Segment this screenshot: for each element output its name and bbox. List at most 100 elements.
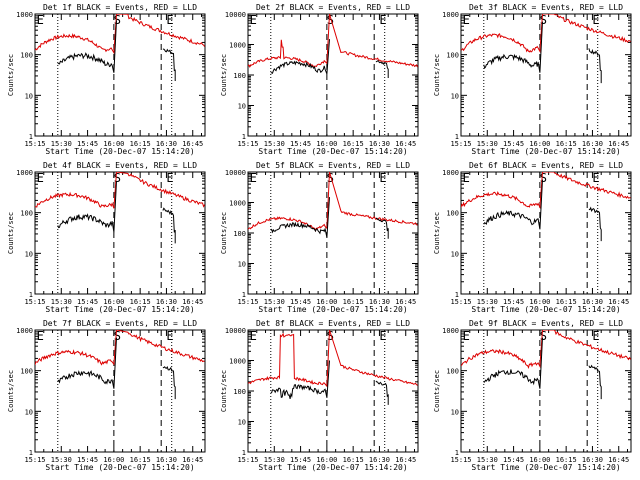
plot-frame [34, 171, 206, 295]
interval-mark-e: E [250, 171, 257, 185]
interval-mark-e: E [250, 329, 257, 343]
x-tick-label: 15:30 [477, 298, 498, 306]
x-tick-label: 15:15 [237, 298, 258, 306]
y-tick-label: 10 [25, 250, 33, 258]
y-tick-label: 10 [451, 408, 459, 416]
panel-title: Det 5f BLACK = Events, RED = LLD [256, 161, 410, 170]
events-series-line [270, 39, 330, 75]
x-tick-label: 16:15 [130, 298, 151, 306]
x-tick-label: 15:45 [77, 140, 98, 148]
lld-series-line [461, 330, 631, 369]
x-tick-label: 16:45 [608, 140, 629, 148]
x-tick-label: 16:30 [156, 298, 177, 306]
panel-title: Det 7f BLACK = Events, RED = LLD [43, 319, 197, 328]
x-tick-label: 16:15 [343, 140, 364, 148]
y-tick-label: 1000 [442, 169, 459, 177]
x-axis-label: Start Time (20-Dec-07 15:14:20) [45, 463, 194, 472]
x-tick-label: 15:30 [477, 140, 498, 148]
events-series-line [162, 366, 176, 400]
x-tick-label: 16:15 [556, 456, 577, 464]
x-tick-label: 16:45 [608, 298, 629, 306]
x-tick-label: 16:15 [556, 140, 577, 148]
y-tick-label: 10 [25, 408, 33, 416]
y-axis-label: Counts/sec [220, 54, 228, 96]
y-tick-label: 1 [455, 133, 459, 141]
y-tick-label: 1 [242, 133, 246, 141]
interval-mark-s: S [327, 171, 334, 185]
y-tick-label: 10000 [225, 11, 246, 19]
lld-series-line [461, 172, 631, 210]
panel-title: Det 8f BLACK = Events, RED = LLD [256, 319, 410, 328]
y-tick-label: 100 [233, 230, 246, 238]
x-axis-label: Start Time (20-Dec-07 15:14:20) [258, 305, 407, 314]
x-tick-label: 15:30 [264, 456, 285, 464]
y-axis-label: Counts/sec [7, 54, 15, 96]
y-tick-label: 1 [242, 449, 246, 457]
plot-frame [460, 329, 632, 453]
panel-title: Det 6f BLACK = Events, RED = LLD [469, 161, 623, 170]
panel-det-3f: Det 3f BLACK = Events, RED = LLD 1 10 100 10… [433, 3, 632, 156]
events-series-line [588, 206, 602, 242]
x-axis-label: Start Time (20-Dec-07 15:14:20) [45, 305, 194, 314]
y-tick-label: 1000 [442, 11, 459, 19]
x-tick-label: 16:00 [316, 140, 337, 148]
panel-title: Det 3f BLACK = Events, RED = LLD [469, 3, 623, 12]
interval-mark-e: E [379, 329, 386, 343]
lld-series-line [248, 14, 418, 68]
lld-series-line [35, 330, 205, 366]
x-tick-label: 16:30 [156, 140, 177, 148]
panel-det-2f: Det 2f BLACK = Events, RED = LLD 1 10 100 10… [220, 3, 419, 156]
x-tick-label: 16:30 [369, 298, 390, 306]
x-tick-label: 16:15 [130, 456, 151, 464]
x-tick-label: 16:15 [343, 298, 364, 306]
x-tick-label: 15:15 [24, 456, 45, 464]
x-tick-label: 16:45 [395, 298, 416, 306]
y-tick-label: 1000 [16, 11, 33, 19]
x-tick-label: 16:30 [582, 140, 603, 148]
panel-det-5f: Det 5f BLACK = Events, RED = LLD 1 10 100 10… [220, 161, 419, 314]
plot-frame [247, 329, 419, 453]
y-tick-label: 10000 [225, 169, 246, 177]
y-tick-label: 100 [233, 72, 246, 80]
x-tick-label: 15:30 [51, 456, 72, 464]
y-tick-label: 10 [238, 419, 246, 427]
x-tick-label: 15:15 [24, 298, 45, 306]
y-axis-label: Counts/sec [433, 212, 441, 254]
y-tick-label: 100 [20, 210, 33, 218]
interval-mark-e: E [37, 13, 44, 27]
interval-mark-e: E [37, 329, 44, 343]
events-series-line [57, 337, 117, 389]
lld-series-line [35, 172, 205, 209]
y-axis-label: Counts/sec [433, 54, 441, 96]
y-tick-label: 1 [29, 449, 33, 457]
interval-mark-s: S [114, 329, 121, 343]
y-tick-label: 1 [29, 291, 33, 299]
y-axis-label: Counts/sec [220, 212, 228, 254]
x-tick-label: 16:45 [182, 140, 203, 148]
interval-mark-e: E [166, 171, 173, 185]
x-tick-label: 15:45 [503, 140, 524, 148]
interval-mark-s: S [540, 329, 547, 343]
x-tick-label: 16:45 [395, 140, 416, 148]
plot-frame [247, 171, 419, 295]
x-tick-label: 15:45 [77, 298, 98, 306]
x-tick-label: 16:00 [529, 456, 550, 464]
y-tick-label: 1 [29, 133, 33, 141]
x-tick-label: 15:15 [450, 140, 471, 148]
panel-title: Det 4f BLACK = Events, RED = LLD [43, 161, 197, 170]
x-tick-label: 16:00 [316, 456, 337, 464]
panel-title: Det 9f BLACK = Events, RED = LLD [469, 319, 623, 328]
interval-mark-e: E [463, 329, 470, 343]
plot-frame [34, 329, 206, 453]
interval-mark-s: S [114, 13, 121, 27]
x-tick-label: 15:30 [264, 140, 285, 148]
y-tick-label: 100 [446, 210, 459, 218]
x-axis-label: Start Time (20-Dec-07 15:14:20) [258, 147, 407, 156]
panel-det-7f: Det 7f BLACK = Events, RED = LLD 1 10 100 10… [7, 319, 206, 472]
x-tick-label: 16:30 [369, 456, 390, 464]
x-tick-label: 15:45 [503, 298, 524, 306]
interval-mark-e: E [166, 329, 173, 343]
y-tick-label: 100 [20, 52, 33, 60]
events-series-line [57, 20, 117, 73]
panel-det-4f: Det 4f BLACK = Events, RED = LLD 1 10 100 10… [7, 161, 206, 314]
